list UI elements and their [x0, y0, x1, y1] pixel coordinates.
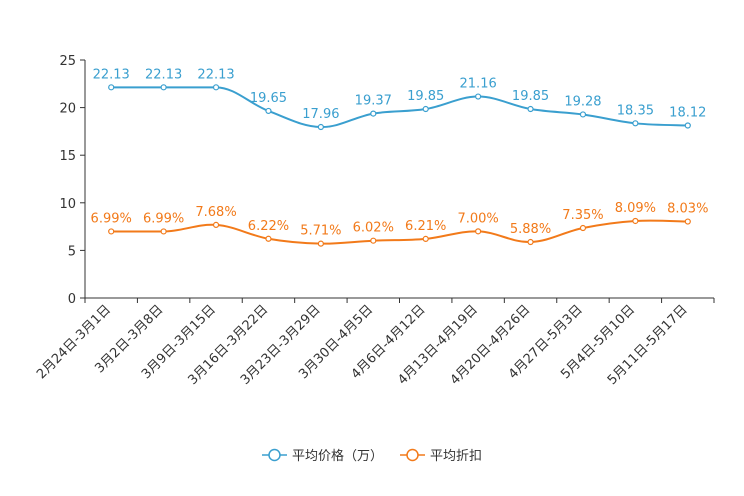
- legend[interactable]: 平均价格（万） 平均折扣: [262, 448, 482, 464]
- data-point[interactable]: [160, 84, 167, 91]
- data-label: 18.12: [669, 105, 706, 120]
- data-point[interactable]: [317, 240, 324, 247]
- data-point[interactable]: [632, 120, 639, 127]
- data-point[interactable]: [579, 224, 587, 232]
- y-tick-label: 15: [59, 149, 76, 164]
- data-label: 6.99%: [143, 211, 184, 226]
- data-point[interactable]: [422, 235, 429, 242]
- series-layer: 22.13 22.13 22.13 19.65 17.96 19.37 19.85 21.16…: [91, 67, 708, 247]
- data-point[interactable]: [370, 237, 377, 244]
- data-label: 21.16: [460, 77, 497, 92]
- data-point[interactable]: [370, 110, 377, 117]
- data-label: 19.85: [407, 89, 444, 104]
- legend-item-1[interactable]: 平均价格（万）: [262, 448, 383, 464]
- y-tick-label: 5: [68, 244, 76, 259]
- data-point[interactable]: [108, 228, 115, 235]
- data-point[interactable]: [684, 218, 691, 225]
- y-tick-label: 0: [68, 292, 76, 307]
- data-label: 22.13: [93, 67, 130, 82]
- data-point[interactable]: [160, 228, 167, 235]
- data-point[interactable]: [422, 105, 429, 113]
- data-label: 5.71%: [300, 224, 341, 239]
- y-tick-label: 20: [59, 102, 76, 117]
- data-point[interactable]: [212, 84, 220, 91]
- data-label: 19.65: [250, 91, 287, 106]
- data-label: 7.35%: [562, 208, 603, 223]
- data-point[interactable]: [475, 93, 482, 100]
- data-point[interactable]: [527, 105, 534, 113]
- legend-item-2[interactable]: 平均折扣: [400, 448, 482, 464]
- legend-marker-icon: [406, 448, 419, 462]
- data-point[interactable]: [527, 238, 534, 246]
- series-line: [111, 219, 688, 245]
- data-label: 7.68%: [195, 205, 236, 220]
- data-point[interactable]: [684, 122, 691, 129]
- y-tick-label: 10: [59, 197, 76, 212]
- data-point[interactable]: [579, 111, 587, 118]
- legend-label: 平均价格（万）: [292, 448, 383, 464]
- data-point[interactable]: [108, 84, 115, 91]
- data-label: 5.88%: [510, 222, 551, 237]
- legend-label: 平均折扣: [430, 449, 482, 464]
- series-line: [111, 86, 688, 129]
- data-point[interactable]: [475, 228, 482, 235]
- data-label: 8.09%: [615, 201, 656, 216]
- legend-marker-icon: [268, 448, 281, 462]
- data-label: 6.21%: [405, 219, 446, 234]
- series-2: 6.99% 6.99% 7.68% 6.22% 5.71% 6.02% 6.21% 7.00%…: [91, 201, 708, 247]
- data-label: 19.85: [512, 89, 549, 104]
- series-1: 22.13 22.13 22.13 19.65 17.96 19.37 19.85 21.16…: [93, 67, 706, 131]
- data-label: 7.00%: [457, 211, 498, 226]
- data-point[interactable]: [632, 217, 639, 225]
- data-label: 19.37: [355, 94, 392, 109]
- data-point[interactable]: [265, 235, 272, 242]
- data-label: 17.96: [302, 107, 339, 122]
- data-label: 6.02%: [353, 221, 394, 236]
- data-point[interactable]: [265, 107, 272, 115]
- data-point[interactable]: [317, 123, 324, 131]
- data-label: 8.03%: [667, 202, 708, 217]
- data-label: 22.13: [197, 67, 234, 82]
- data-label: 19.28: [564, 94, 601, 109]
- data-label: 18.35: [617, 103, 654, 118]
- data-label: 6.99%: [91, 211, 132, 226]
- data-point[interactable]: [212, 221, 220, 228]
- y-tick-label: 25: [59, 54, 76, 69]
- data-label: 6.22%: [248, 219, 289, 234]
- data-label: 22.13: [145, 67, 182, 82]
